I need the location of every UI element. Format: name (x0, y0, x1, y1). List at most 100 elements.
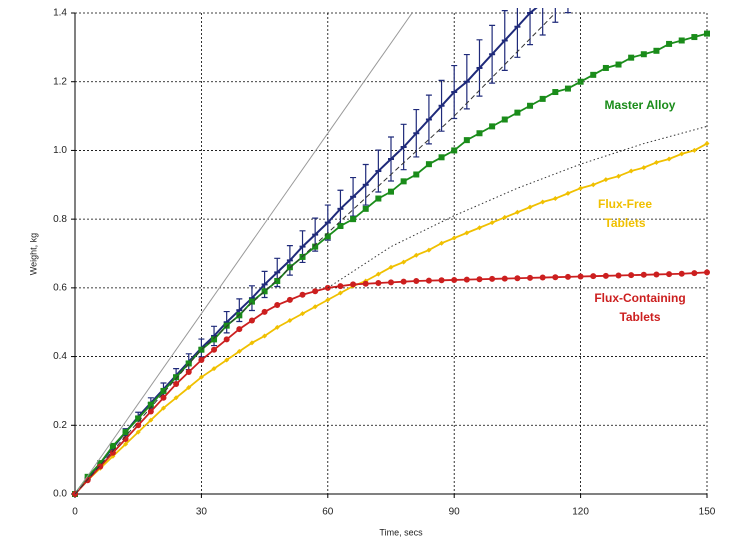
marker (425, 277, 432, 284)
marker (300, 311, 306, 317)
marker (413, 252, 419, 258)
y-tick-label: 0.8 (53, 214, 67, 225)
marker (501, 275, 508, 282)
x-tick-label: 0 (72, 507, 78, 518)
marker (135, 415, 142, 422)
marker (489, 220, 495, 226)
marker (173, 374, 180, 381)
marker (261, 288, 268, 295)
y-tick-label: 0.2 (53, 420, 67, 431)
marker (312, 243, 319, 250)
marker (704, 30, 710, 37)
series-label: Tablets (619, 310, 660, 324)
marker (198, 374, 204, 380)
marker (286, 296, 293, 303)
reference-line (74, 12, 556, 495)
marker (236, 326, 243, 333)
marker (135, 429, 141, 435)
marker (640, 51, 647, 58)
marker (502, 214, 508, 220)
marker (248, 317, 255, 324)
marker (527, 274, 534, 281)
marker (514, 109, 521, 116)
marker (375, 195, 382, 202)
marker (540, 199, 546, 205)
marker (678, 37, 685, 44)
series-label: Master Alloy (605, 98, 676, 112)
marker (489, 275, 496, 282)
marker (527, 204, 533, 210)
marker (691, 147, 697, 153)
marker (211, 346, 218, 353)
marker (198, 357, 205, 364)
x-tick-label: 120 (572, 507, 589, 518)
x-tick-label: 150 (699, 507, 716, 518)
marker (147, 401, 154, 408)
marker (160, 405, 166, 411)
marker (122, 429, 129, 436)
marker (262, 333, 268, 339)
marker (653, 159, 659, 165)
marker (704, 269, 710, 276)
x-tick-label: 90 (449, 507, 461, 518)
marker (211, 336, 218, 343)
marker (577, 78, 584, 85)
series-line (74, 142, 708, 495)
reference-line (74, 12, 413, 495)
x-tick-label: 60 (322, 507, 334, 518)
marker (350, 216, 357, 223)
error-bar (539, 8, 546, 36)
marker (362, 205, 369, 212)
marker (160, 394, 167, 401)
series-label: Flux-Free (598, 197, 652, 211)
marker (236, 348, 242, 354)
marker (185, 369, 192, 376)
marker (375, 280, 382, 287)
marker (312, 288, 319, 295)
marker (565, 190, 571, 196)
marker (679, 151, 685, 157)
marker (109, 449, 116, 456)
y-tick-label: 1.4 (53, 8, 67, 19)
marker (539, 274, 546, 281)
y-tick-label: 1.0 (53, 145, 67, 156)
error-bar (564, 8, 571, 14)
marker (287, 317, 293, 323)
plot-area (72, 8, 710, 497)
marker (413, 277, 420, 284)
marker (413, 171, 420, 178)
y-tick-label: 1.2 (53, 76, 67, 87)
marker (388, 264, 394, 270)
marker (97, 460, 104, 467)
marker (691, 34, 698, 41)
marker (539, 95, 546, 102)
marker (476, 276, 483, 283)
marker (211, 366, 217, 372)
marker (590, 273, 597, 280)
marker (147, 408, 154, 415)
marker (514, 209, 520, 215)
marker (148, 417, 154, 423)
marker (438, 154, 445, 161)
marker (274, 277, 281, 284)
marker (109, 442, 116, 449)
marker (476, 225, 482, 231)
marker (350, 281, 357, 288)
marker (299, 291, 306, 298)
marker (337, 290, 343, 296)
marker (185, 360, 192, 367)
marker (400, 278, 407, 285)
marker (628, 272, 635, 279)
marker (501, 116, 508, 123)
marker (425, 161, 432, 168)
marker (653, 271, 660, 278)
marker (463, 276, 470, 283)
marker (388, 188, 394, 195)
series-label: Tablets (604, 216, 645, 230)
marker (590, 182, 596, 188)
marker (186, 384, 192, 390)
marker (362, 280, 369, 287)
marker (666, 40, 673, 47)
marker (577, 273, 584, 280)
